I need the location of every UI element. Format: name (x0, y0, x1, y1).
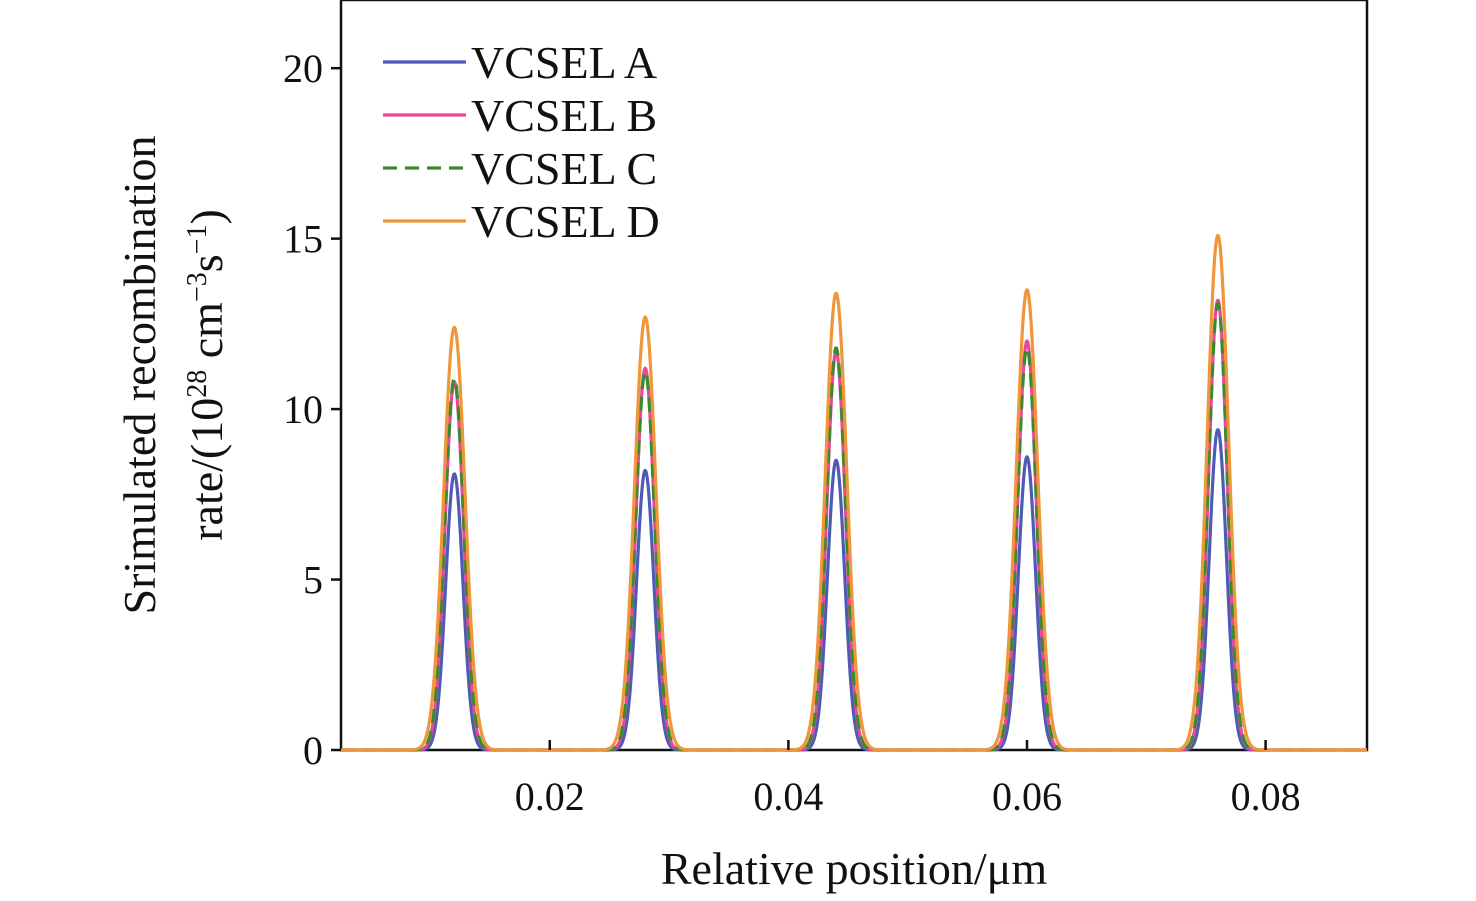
y-unit-sup-minus3: −3 (182, 272, 213, 302)
y-unit-prefix: rate/(10 (181, 398, 232, 541)
legend-label-vcsel-c: VCSEL C (471, 143, 657, 194)
y-tick-label-10: 10 (283, 387, 323, 432)
y-tick-label-0: 0 (303, 728, 323, 773)
y-unit-sup-28: 28 (182, 370, 213, 398)
series-line-vcsel-d (340, 233, 1368, 752)
y-unit-sup-minus1: −1 (182, 225, 213, 255)
x-axis: 0.02 0.04 0.06 0.08 (515, 740, 1301, 819)
y-axis-label-line1: Srimulated recombination (114, 135, 165, 614)
y-unit-suffix: ) (181, 209, 232, 224)
y-axis-unit-label: rate/(1028 cm−3s−1) (181, 209, 232, 541)
y-tick-label-15: 15 (283, 217, 323, 262)
x-tick-label-3: 0.08 (1231, 774, 1301, 819)
x-tick-label-0: 0.02 (515, 774, 585, 819)
y-axis-label: Srimulated recombination (114, 135, 165, 614)
legend-label-vcsel-a: VCSEL A (471, 37, 657, 88)
legend-label-vcsel-b: VCSEL B (471, 90, 657, 141)
y-unit-cm: cm (181, 302, 232, 370)
series-layer (340, 233, 1368, 752)
x-tick-label-1: 0.04 (753, 774, 823, 819)
series-line-vcsel-c (340, 302, 1368, 752)
y-unit-s: s (181, 254, 232, 272)
y-tick-label-5: 5 (303, 558, 323, 603)
y-axis: 0 5 10 15 20 (283, 46, 341, 773)
x-tick-label-2: 0.06 (992, 774, 1062, 819)
x-axis-label: Relative position/μm (661, 843, 1047, 894)
y-axis-label-line2: rate/(1028 cm−3s−1) (181, 209, 232, 541)
y-tick-label-20: 20 (283, 46, 323, 91)
plot-frame (339, 0, 1369, 752)
legend-label-vcsel-d: VCSEL D (471, 196, 660, 247)
